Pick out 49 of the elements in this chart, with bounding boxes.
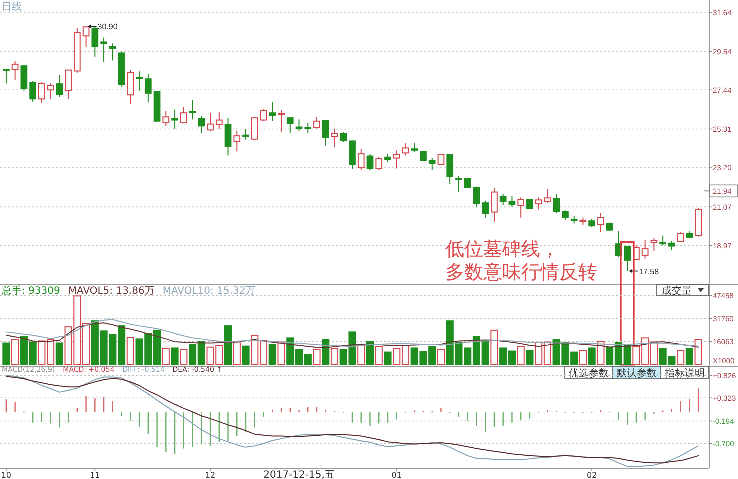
text: 30.90 bbox=[98, 22, 118, 32]
x-tick-label: 2017-12-15,五 bbox=[264, 470, 335, 479]
bar bbox=[268, 344, 276, 366]
bar bbox=[2, 342, 10, 366]
text: 17.58 bbox=[639, 267, 660, 276]
bar bbox=[313, 349, 321, 366]
bar bbox=[490, 330, 498, 366]
bar bbox=[437, 349, 446, 366]
bar bbox=[278, 342, 286, 366]
bar bbox=[322, 339, 330, 366]
x-tick-label: 01 bbox=[392, 471, 402, 479]
bar bbox=[694, 339, 702, 366]
annotation: 优选参数 bbox=[569, 368, 609, 380]
bar bbox=[224, 326, 232, 366]
bar bbox=[171, 348, 179, 366]
button: 默认参数 bbox=[612, 366, 662, 380]
bar bbox=[162, 348, 170, 366]
bar bbox=[517, 346, 525, 366]
bar bbox=[358, 345, 366, 366]
x-tick-label: 10 bbox=[1, 471, 12, 479]
bar bbox=[242, 346, 250, 366]
bar bbox=[126, 337, 134, 366]
dropdown: 成交量 bbox=[656, 284, 710, 297]
bar bbox=[56, 342, 64, 366]
bar bbox=[12, 339, 20, 366]
annotation: 指标说明 bbox=[664, 368, 705, 380]
bar bbox=[384, 352, 392, 366]
x-tick-label: 11 bbox=[90, 471, 100, 479]
x-tick-label: 02 bbox=[586, 471, 598, 479]
bar bbox=[330, 348, 339, 366]
bar bbox=[686, 348, 694, 366]
bar bbox=[579, 350, 587, 366]
bar bbox=[597, 341, 605, 366]
bar bbox=[233, 342, 241, 366]
legend: 总手: 93309 MAVOL5: 13.86万 MAVOL10: 15.32万 bbox=[2, 286, 256, 297]
chart-title: 日线 bbox=[2, 1, 22, 13]
annotation: 多数意味行情反转 bbox=[446, 261, 598, 284]
bar bbox=[677, 350, 685, 366]
bar bbox=[366, 341, 374, 366]
annotation: 默认参数 bbox=[616, 368, 657, 380]
bar bbox=[180, 349, 188, 366]
x-tick-label: 12 bbox=[205, 471, 216, 479]
button: 优选参数 bbox=[564, 366, 614, 380]
bar bbox=[526, 350, 534, 366]
annotation: 低位墓碑线， bbox=[446, 238, 560, 260]
annotation: 成交量 bbox=[662, 285, 692, 297]
bar bbox=[588, 348, 596, 366]
bar bbox=[375, 346, 383, 366]
button: 指标说明 bbox=[660, 366, 710, 380]
